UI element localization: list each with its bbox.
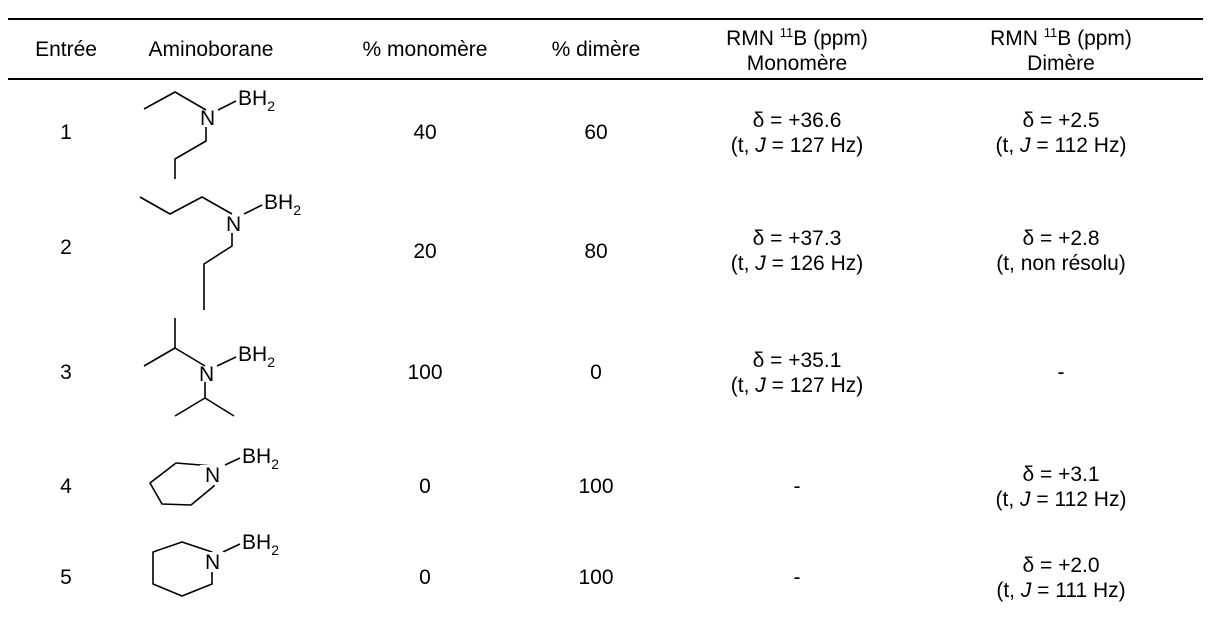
row-5-entry: 5	[60, 566, 72, 589]
header-aminoborane: Aminoborane	[148, 38, 274, 61]
structure-dipropylaminoborane: N BH2	[139, 191, 301, 310]
isotope-superscript: 11	[1043, 25, 1058, 40]
structure-diisopropylaminoborane: N BH2	[143, 318, 275, 417]
row-5-nmr-dimer: δ = +2.0 (t, J = 111 Hz)	[996, 554, 1126, 602]
header-monomer-percent: % monomère	[362, 38, 488, 61]
svg-text:N: N	[205, 551, 220, 574]
row-3-entry: 3	[60, 361, 72, 384]
row-1-entry: 1	[60, 121, 72, 144]
row-4-dimer: 100	[578, 475, 614, 498]
svg-text:N: N	[226, 213, 241, 236]
header-dimer-percent: % dimère	[551, 38, 641, 61]
row-4-nmr-monomer: -	[793, 475, 801, 498]
row-2-dimer: 80	[584, 240, 608, 263]
row-2-monomer: 20	[413, 240, 437, 263]
structure-piperidinylborane: N BH2	[152, 531, 279, 597]
svg-text:BH2: BH2	[242, 445, 279, 472]
row-5-nmr-monomer: -	[793, 566, 801, 589]
structure-diethylaminoborane: N BH2	[143, 87, 275, 179]
header-entry: Entrée	[35, 38, 97, 61]
row-1-nmr-dimer: δ = +2.5 (t, J = 112 Hz)	[995, 109, 1127, 157]
svg-text:N: N	[199, 363, 214, 386]
row-1-nmr-monomer: δ = +36.6 (t, J = 127 Hz)	[730, 109, 864, 157]
svg-text:N: N	[205, 464, 220, 487]
table-header-rule	[8, 78, 1203, 80]
structure-pyrrolidinylborane: N BH2	[149, 445, 279, 506]
row-2-nmr-dimer: δ = +2.8 (t, non résolu)	[996, 227, 1126, 275]
row-3-nmr-dimer: -	[1057, 361, 1065, 384]
row-2-nmr-monomer: δ = +37.3 (t, J = 126 Hz)	[730, 227, 864, 275]
row-1-monomer: 40	[413, 121, 437, 144]
table-top-rule	[8, 18, 1203, 20]
row-4-nmr-dimer: δ = +3.1 (t, J = 112 Hz)	[995, 463, 1127, 511]
svg-text:BH2: BH2	[238, 343, 275, 370]
row-1-dimer: 60	[584, 121, 608, 144]
svg-text:BH2: BH2	[242, 531, 279, 558]
header-nmr-dimer: RMN 11B (ppm) Dimère	[990, 25, 1132, 75]
svg-text:BH2: BH2	[264, 191, 301, 218]
row-5-monomer: 0	[419, 566, 431, 589]
row-3-dimer: 0	[590, 361, 602, 384]
row-3-nmr-monomer: δ = +35.1 (t, J = 127 Hz)	[730, 349, 864, 397]
header-nmr-monomer: RMN 11B (ppm) Monomère	[726, 25, 868, 75]
svg-text:N: N	[200, 107, 215, 130]
row-3-monomer: 100	[407, 361, 443, 384]
isotope-superscript: 11	[779, 25, 794, 40]
row-5-dimer: 100	[578, 566, 614, 589]
row-4-monomer: 0	[419, 475, 431, 498]
svg-text:BH2: BH2	[238, 87, 275, 114]
row-2-entry: 2	[60, 236, 72, 259]
row-4-entry: 4	[60, 475, 72, 498]
